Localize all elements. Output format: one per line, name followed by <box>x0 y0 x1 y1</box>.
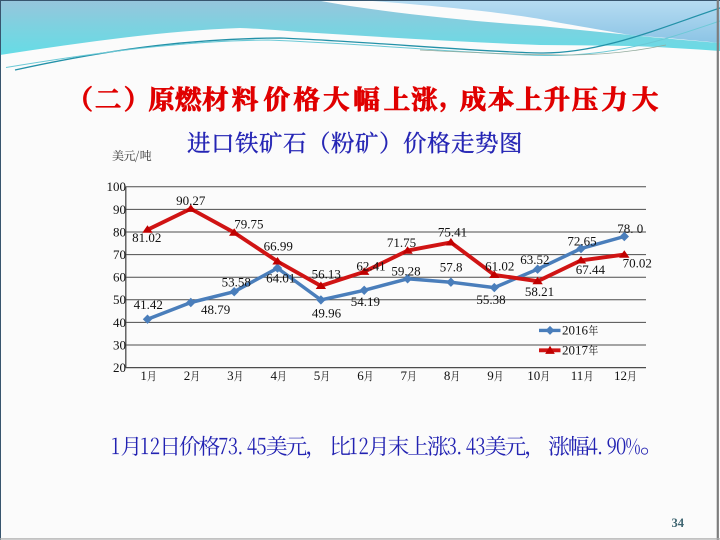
svg-text:70.02: 70.02 <box>623 256 652 271</box>
svg-text:2017: 2017 <box>562 343 589 358</box>
svg-text:12: 12 <box>614 368 627 383</box>
svg-text:72.65: 72.65 <box>567 233 596 248</box>
svg-text:55.38: 55.38 <box>476 292 505 307</box>
svg-text:90: 90 <box>113 202 126 217</box>
svg-text:60: 60 <box>113 270 126 285</box>
svg-text:41.42: 41.42 <box>134 297 163 312</box>
svg-text:90.27: 90.27 <box>176 193 206 208</box>
svg-text:81.02: 81.02 <box>132 230 161 245</box>
svg-text:57.8: 57.8 <box>440 260 463 275</box>
svg-text:64.01: 64.01 <box>266 271 295 286</box>
svg-text:20: 20 <box>113 360 126 375</box>
svg-text:63.52: 63.52 <box>520 252 549 267</box>
svg-text:78. 0: 78. 0 <box>617 221 643 236</box>
svg-text:7: 7 <box>401 368 408 383</box>
svg-text:8: 8 <box>444 368 451 383</box>
svg-text:53.58: 53.58 <box>222 275 251 290</box>
svg-text:40: 40 <box>113 315 126 330</box>
svg-text:67.44: 67.44 <box>576 262 606 277</box>
svg-text:10: 10 <box>527 368 540 383</box>
svg-text:71.75: 71.75 <box>387 235 416 250</box>
svg-text:4: 4 <box>271 368 278 383</box>
svg-text:56.13: 56.13 <box>312 267 341 282</box>
svg-text:58.21: 58.21 <box>525 284 554 299</box>
svg-text:54.19: 54.19 <box>351 294 380 309</box>
svg-text:62.41: 62.41 <box>356 259 385 274</box>
svg-text:48.79: 48.79 <box>201 302 230 317</box>
svg-text:5: 5 <box>314 368 321 383</box>
svg-text:34: 34 <box>672 516 685 530</box>
svg-text:49.96: 49.96 <box>312 306 342 321</box>
svg-text:70: 70 <box>113 247 126 262</box>
svg-text:30: 30 <box>113 337 126 352</box>
svg-text:3: 3 <box>227 368 234 383</box>
svg-text:11: 11 <box>571 368 584 383</box>
svg-text:2016: 2016 <box>562 323 589 338</box>
svg-text:6: 6 <box>357 368 364 383</box>
svg-text:61.02: 61.02 <box>485 259 514 274</box>
svg-text:80: 80 <box>113 224 126 239</box>
svg-text:1: 1 <box>140 368 147 383</box>
svg-text:79.75: 79.75 <box>234 217 263 232</box>
svg-text:100: 100 <box>107 179 127 194</box>
svg-text:50: 50 <box>113 292 126 307</box>
svg-text:75.41: 75.41 <box>438 225 467 240</box>
svg-text:66.99: 66.99 <box>264 239 293 254</box>
svg-text:9: 9 <box>487 368 494 383</box>
svg-text:59.28: 59.28 <box>391 264 420 279</box>
svg-text:2: 2 <box>184 368 191 383</box>
